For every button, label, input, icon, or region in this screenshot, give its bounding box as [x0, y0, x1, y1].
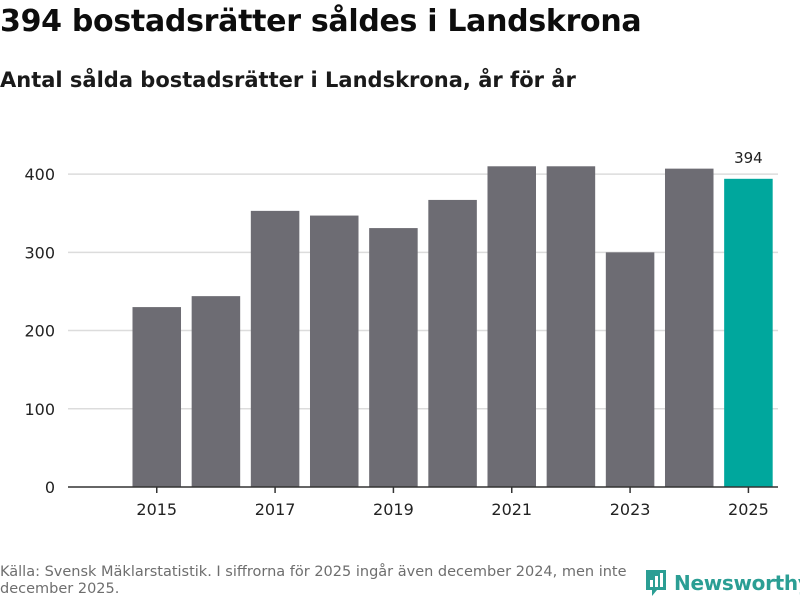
x-tick-label: 2015 — [136, 500, 177, 519]
bar-2025 — [724, 178, 773, 487]
bar-2019 — [369, 228, 418, 487]
x-tick-label: 2019 — [373, 500, 414, 519]
x-tick-label: 2017 — [255, 500, 296, 519]
bar-2022 — [546, 166, 596, 488]
bar-2015 — [132, 307, 182, 487]
y-tick-label: 300 — [24, 243, 55, 262]
x-tick-label: 2023 — [610, 500, 651, 519]
chart-title: 394 bostadsrätter såldes i Landskrona — [0, 4, 642, 39]
bar-2020 — [428, 199, 477, 487]
y-tick-label: 400 — [24, 165, 55, 184]
bar-2023 — [605, 252, 655, 487]
axes: 0 100 200 300 400 2015 2017 2019 2021 2023 2025 — [24, 165, 778, 519]
y-tick-label: 100 — [24, 400, 55, 419]
y-tick-label: 200 — [24, 322, 55, 341]
bar-2024 — [664, 168, 714, 487]
chart-subtitle: Antal sålda bostadsrätter i Landskrona, … — [0, 68, 576, 92]
bar-chart-logo-icon — [646, 570, 666, 596]
x-tick-label: 2021 — [491, 500, 532, 519]
data-labels: 394 — [734, 149, 763, 167]
newsworthy-logo: Newsworthy — [644, 568, 800, 598]
brand-name: Newsworthy — [674, 571, 800, 595]
y-tick-label: 0 — [45, 478, 55, 497]
source-note: Källa: Svensk Mäklarstatistik. I siffror… — [0, 564, 627, 597]
gridlines — [68, 173, 778, 410]
data-label-2025: 394 — [734, 149, 763, 167]
x-tick-label: 2025 — [728, 500, 769, 519]
bar-2016 — [191, 296, 241, 487]
bar-2018 — [309, 215, 359, 487]
bar-2021 — [487, 166, 537, 488]
bar-2017 — [250, 210, 300, 487]
bars — [132, 166, 773, 488]
